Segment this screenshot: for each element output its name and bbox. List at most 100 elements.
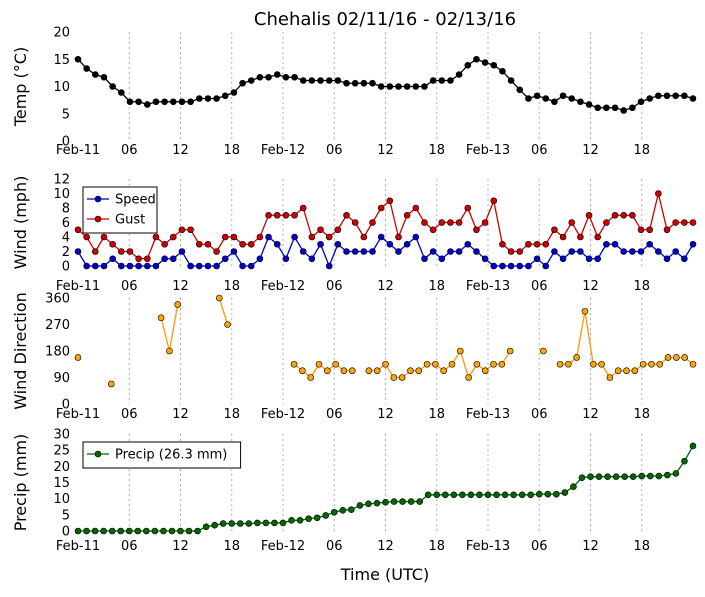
y-axis-label: Wind (mph) xyxy=(11,176,30,270)
x-tick-label: 06 xyxy=(326,407,343,422)
data-point xyxy=(403,83,411,90)
data-point xyxy=(448,360,456,368)
data-point xyxy=(395,248,402,255)
data-point xyxy=(481,59,489,66)
data-point xyxy=(456,347,464,355)
data-point xyxy=(412,204,420,212)
data-point xyxy=(332,360,339,368)
data-point xyxy=(553,490,560,498)
data-point xyxy=(568,95,576,102)
y-tick-label: 270 xyxy=(45,318,70,333)
x-tick-label: Feb-13 xyxy=(466,279,510,294)
y-tick-label: 20 xyxy=(53,460,70,475)
data-point xyxy=(629,211,636,219)
data-point xyxy=(673,354,680,361)
data-point xyxy=(107,380,115,388)
data-point xyxy=(135,255,142,263)
data-point xyxy=(689,360,697,368)
data-point xyxy=(672,219,679,226)
data-point xyxy=(510,491,517,499)
data-point xyxy=(542,95,550,102)
data-point xyxy=(578,474,586,481)
data-point xyxy=(369,248,376,255)
panel-1: Feb-11 06 12 18 Feb-12 06 12 18 Feb-13 06 12 18 0 5 10… xyxy=(11,26,697,158)
data-point xyxy=(516,262,524,270)
data-point xyxy=(407,498,415,505)
data-point xyxy=(325,77,333,84)
data-point xyxy=(195,95,203,102)
data-point xyxy=(493,491,500,499)
data-point xyxy=(465,374,472,381)
data-point xyxy=(507,262,515,270)
x-tick-label: 06 xyxy=(121,279,138,294)
x-tick-label: 06 xyxy=(121,407,138,422)
data-point xyxy=(604,473,611,480)
data-point xyxy=(663,92,671,100)
data-point xyxy=(273,240,281,248)
data-point xyxy=(382,360,389,368)
data-point xyxy=(429,248,437,255)
data-point xyxy=(83,233,90,241)
data-point xyxy=(587,473,594,480)
data-point xyxy=(527,491,535,499)
data-point xyxy=(177,527,184,535)
data-point xyxy=(221,92,229,100)
data-point xyxy=(455,71,463,78)
data-point xyxy=(83,65,90,72)
data-point xyxy=(606,374,614,381)
data-point xyxy=(247,262,255,270)
data-point xyxy=(91,527,99,535)
y-tick-label: 0 xyxy=(62,260,70,275)
data-point xyxy=(450,491,458,499)
data-point xyxy=(429,77,437,84)
data-point xyxy=(655,472,663,480)
data-point xyxy=(108,527,116,535)
data-point xyxy=(265,233,272,241)
data-point xyxy=(612,473,620,480)
data-point xyxy=(481,367,489,375)
data-point xyxy=(629,473,637,480)
data-point xyxy=(279,519,287,527)
data-point xyxy=(204,262,212,270)
data-point xyxy=(343,211,350,219)
data-point xyxy=(424,491,432,499)
data-point xyxy=(663,226,671,234)
legend-swatch-marker xyxy=(94,450,102,458)
data-point xyxy=(382,498,389,506)
data-point xyxy=(215,294,223,302)
data-point xyxy=(330,508,338,516)
data-point xyxy=(178,98,186,106)
y-tick-label: 0 xyxy=(62,398,70,413)
data-point xyxy=(299,367,306,375)
data-point xyxy=(594,255,602,263)
data-point xyxy=(533,255,541,263)
data-point xyxy=(343,79,350,87)
data-point xyxy=(265,73,272,81)
data-point xyxy=(664,354,672,361)
data-point xyxy=(308,77,316,84)
data-point xyxy=(195,262,203,270)
data-point xyxy=(432,360,439,368)
data-point xyxy=(245,520,253,527)
data-point xyxy=(611,211,619,219)
x-tick-label: 06 xyxy=(531,279,548,294)
y-tick-label: 15 xyxy=(53,53,70,68)
data-point xyxy=(290,360,298,368)
data-point xyxy=(317,226,324,234)
data-point xyxy=(377,83,385,90)
data-point xyxy=(166,347,173,355)
data-point xyxy=(467,491,475,499)
data-point xyxy=(441,491,449,499)
data-point xyxy=(135,98,142,106)
data-point xyxy=(416,498,423,505)
data-point xyxy=(92,71,99,78)
series-line-1 xyxy=(77,235,694,268)
data-point xyxy=(540,347,547,355)
data-point xyxy=(307,374,315,381)
data-point xyxy=(144,262,151,270)
x-tick-label: Feb-13 xyxy=(466,407,510,422)
data-point xyxy=(499,67,506,75)
x-tick-label: Feb-12 xyxy=(261,143,305,158)
data-point xyxy=(100,233,108,241)
data-point xyxy=(299,204,307,212)
